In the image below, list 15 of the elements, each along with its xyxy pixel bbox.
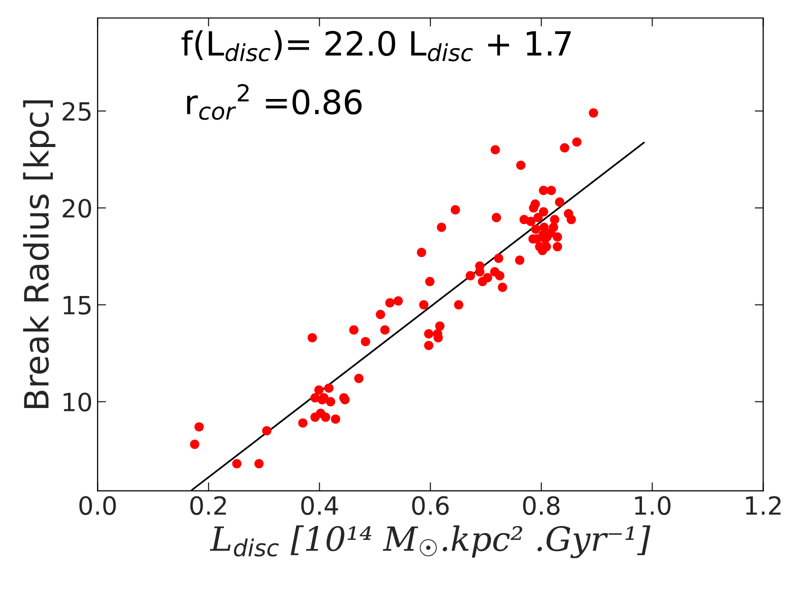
- x-tick-label: 0.8: [523, 496, 560, 516]
- y-tick-label: 15: [64, 296, 91, 315]
- x-tick-label: 0.6: [412, 496, 449, 516]
- y-tick-label: 20: [62, 198, 92, 218]
- x-tick-label: 0.4: [301, 496, 338, 516]
- annotation: f(L$_{disc}$)= 22.0 L$_{disc}$ + 1.7: [182, 30, 571, 62]
- x-tick-label: 1.0: [635, 496, 670, 516]
- x-tick-label: 0.0: [79, 496, 116, 516]
- x-tick-label: 0.2: [190, 496, 226, 516]
- y-tick-label: 25: [62, 102, 91, 121]
- x-axis-title: L$_{disc}$ [10¹⁴ M$_{☉}$.kpc² .Gyr⁻¹]: [210, 525, 650, 558]
- x-tick-label: 1.2: [746, 496, 781, 515]
- y-tick-label: 10: [64, 392, 92, 412]
- y-axis-title: Break Radius [kpc]: [23, 100, 56, 408]
- annotation: r$_{cor}$$^{2}$ =0.86: [187, 84, 362, 120]
